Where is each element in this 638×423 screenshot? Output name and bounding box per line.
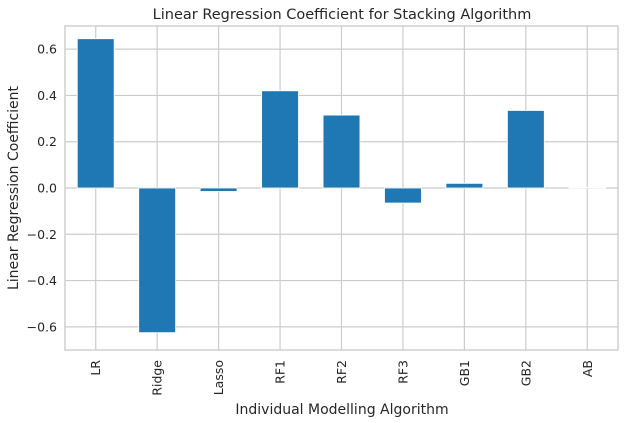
x-tick-labels: LR Ridge Lasso RF1 RF2 RF3 GB1 GB2 AB: [88, 360, 595, 396]
x-axis-label: Individual Modelling Algorithm: [235, 402, 448, 418]
y-tick-label: −0.4: [27, 273, 57, 288]
y-tick-label: −0.2: [27, 227, 57, 242]
x-tick-label: GB1: [457, 360, 472, 386]
bar-gb2: [506, 110, 545, 189]
bar-rf1: [261, 90, 299, 189]
bar-rf3: [384, 187, 422, 204]
bars: [76, 38, 607, 334]
y-tick-label: 0.0: [37, 181, 57, 196]
y-tick-label: 0.4: [37, 88, 57, 103]
x-tick-label: AB: [580, 360, 595, 377]
y-tick-label: 0.2: [37, 134, 57, 149]
y-axis-label: Linear Regression Coefficient: [6, 85, 22, 290]
x-tick-label: RF3: [395, 360, 410, 384]
bar-rf2: [322, 114, 361, 189]
bar-ab: [568, 186, 607, 189]
x-tick-label: RF2: [334, 360, 349, 384]
bar-lasso: [199, 187, 238, 192]
x-tick-label: RF1: [273, 360, 288, 384]
plot-frame: [64, 25, 619, 351]
x-tick-label: Ridge: [150, 360, 165, 396]
bar-lr: [76, 38, 115, 189]
x-tick-label: LR: [88, 360, 103, 376]
y-tick-labels: 0.6 0.4 0.2 0.0 −0.2 −0.4 −0.6: [27, 42, 57, 335]
bar-gb1: [445, 182, 484, 189]
y-tick-label: 0.6: [37, 42, 57, 57]
bar-ridge: [138, 187, 177, 334]
y-tick-label: −0.6: [27, 319, 57, 334]
x-tick-label: GB2: [518, 360, 533, 386]
chart-title: Linear Regression Coefficient for Stacki…: [153, 7, 532, 23]
x-tick-label: Lasso: [211, 360, 226, 395]
